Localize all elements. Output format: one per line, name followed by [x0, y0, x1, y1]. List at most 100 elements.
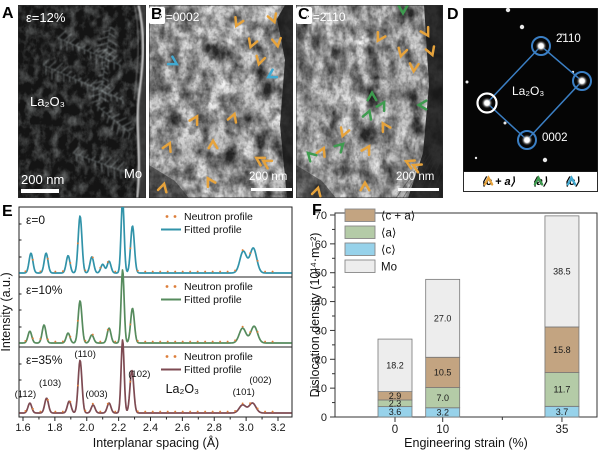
arrowhead-icon	[315, 145, 326, 158]
grain-boundary	[136, 5, 145, 198]
dendrite-stem	[57, 37, 121, 66]
neutron-data-point	[241, 325, 244, 328]
dendrite-branch	[69, 37, 76, 44]
material-label-d: La₂O₃	[512, 84, 545, 98]
sample-edge	[408, 5, 443, 198]
dendrite-branch	[127, 132, 131, 140]
neutron-data-point	[144, 340, 147, 343]
dendrite-branch	[72, 146, 80, 154]
legend-dot	[165, 355, 169, 358]
neutron-data-point	[159, 270, 162, 273]
neutron-data-point	[271, 270, 274, 273]
x-tick-label: 10	[436, 424, 449, 436]
scalebar-b	[251, 188, 292, 191]
arrowhead-icon	[424, 45, 436, 58]
neutron-data-point	[211, 340, 214, 343]
neutron-data-point	[234, 409, 237, 412]
bar-segment	[425, 278, 461, 358]
neutron-data-point	[54, 270, 57, 273]
legend-dot	[165, 215, 169, 218]
legend-swatch	[344, 259, 376, 273]
dendrite-branch	[100, 67, 105, 70]
dendrite-branch	[121, 128, 126, 138]
dendrite-branch	[100, 163, 103, 173]
dendrite-branch	[113, 168, 116, 179]
dendrite-branch	[102, 111, 105, 117]
dendrite-branch	[98, 55, 107, 59]
x-tick-label: 2.4	[143, 422, 158, 434]
neutron-data-point	[159, 340, 162, 343]
dendrite-branch	[108, 32, 117, 39]
neutron-data-point	[76, 384, 79, 387]
dendrite-branch	[121, 121, 132, 127]
dendrite-branch	[123, 166, 129, 172]
faint-spot	[474, 156, 478, 160]
dendrite-branch	[101, 83, 111, 92]
dendrite-stem	[99, 26, 111, 101]
dendrite-branch	[87, 46, 92, 52]
neutron-data-point	[264, 340, 267, 343]
bar-segment	[544, 372, 580, 407]
neutron-data-point	[144, 270, 147, 273]
arrowhead-icon	[366, 90, 378, 102]
arrowhead-icon	[408, 62, 420, 74]
dendrite-branch	[105, 58, 111, 63]
g-vector-label-b: g=0002	[159, 11, 199, 23]
profiles	[19, 207, 292, 414]
arrowhead-icon	[254, 156, 267, 167]
dendrite-branch	[119, 170, 122, 179]
dendrite-branch	[60, 66, 69, 74]
neutron-data-point	[69, 335, 72, 338]
neutron-data-point	[31, 407, 34, 410]
arrowhead-icon	[403, 159, 416, 170]
dendrite-branch	[104, 64, 109, 68]
neutron-data-point	[256, 407, 259, 410]
dendrite-branch	[91, 156, 96, 161]
neutron-data-point	[264, 410, 267, 413]
hkl-peak-label: (110)	[74, 349, 95, 360]
dendrite-branch	[116, 161, 125, 170]
neutron-data-point	[204, 270, 207, 273]
legend-swatch	[344, 208, 376, 222]
dendrite-branch	[97, 48, 108, 53]
bar-segment	[544, 215, 580, 328]
x-tick-label: 1.6	[15, 422, 30, 434]
g-symbol: g	[159, 10, 166, 24]
neutron-data-point	[76, 242, 79, 245]
c-arrow-icon	[566, 175, 577, 186]
micrograph-b	[149, 5, 293, 198]
dendrite-branch	[90, 79, 98, 87]
region-label-mo: Mo	[124, 166, 143, 181]
neutron-data-point	[106, 402, 109, 405]
arrowhead-icon	[247, 37, 259, 50]
arrowhead-icon	[339, 126, 351, 139]
neutron-data-point	[271, 410, 274, 413]
streak	[395, 154, 427, 198]
legend-label: ⟨c + a⟩	[381, 210, 415, 223]
neutron-data-point	[31, 337, 34, 340]
dendrite-branch	[97, 42, 108, 47]
dendrite-stem	[42, 64, 124, 101]
micrograph-a	[18, 5, 146, 198]
y-tick-label: 70	[315, 210, 327, 222]
neutron-data-point	[136, 339, 139, 342]
dendrite-branch	[84, 78, 90, 84]
scalebar-label-a: 200 nm	[21, 172, 65, 187]
neutron-data-point	[189, 270, 192, 273]
neutron-data-point	[241, 402, 244, 405]
dendrite-branch	[104, 157, 112, 165]
dendrite-branch	[106, 52, 115, 58]
scalebar-c	[398, 188, 439, 191]
c-plus-a-arrow-icon	[483, 175, 493, 186]
legend-swatch	[344, 225, 376, 239]
dendrite-branch	[85, 154, 89, 158]
neutron-data-point	[144, 410, 147, 413]
neutron-data-point	[114, 340, 117, 343]
neutron-data-point	[151, 410, 154, 413]
bar-segment	[425, 356, 461, 388]
dendrite-branch	[108, 39, 118, 46]
dendrite-branch	[119, 95, 124, 100]
dendrite-branch	[99, 48, 108, 57]
arrowhead-icon	[566, 175, 577, 186]
neutron-data-point	[136, 410, 139, 413]
